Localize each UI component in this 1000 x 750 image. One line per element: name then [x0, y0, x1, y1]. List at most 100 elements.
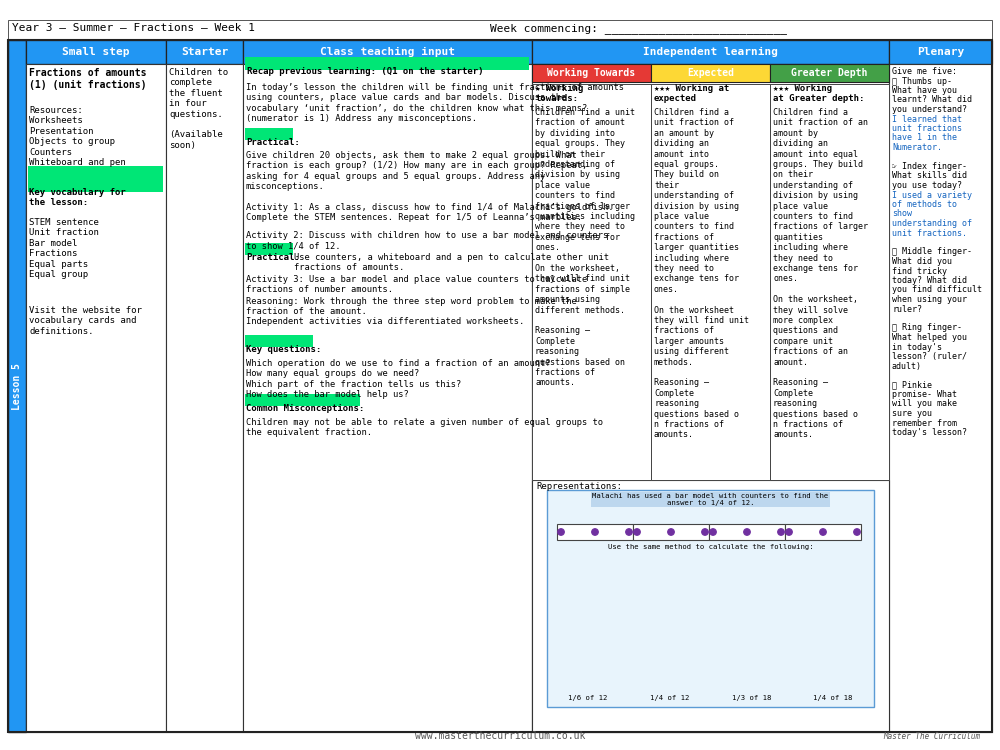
Text: What skills did: What skills did [892, 172, 967, 181]
Text: show: show [892, 209, 912, 218]
Text: 🖖 Middle finger-: 🖖 Middle finger- [892, 248, 972, 256]
Text: Practical:: Practical: [246, 138, 300, 147]
Bar [26, 64, 166, 732]
Text: Children to
complete
the fluent
in four
questions.

(Available
soon): Children to complete the fluent in four … [169, 68, 228, 150]
Text: Activity 1: As a class, discuss how to find 1/4 of Malachi’s goldfish.
Complete : Activity 1: As a class, discuss how to f… [246, 203, 614, 223]
Text: find tricky: find tricky [892, 266, 947, 275]
Bar [8, 40, 26, 732]
Text: Key vocabulary for
the lesson:: Key vocabulary for the lesson: [29, 188, 126, 208]
Bar [785, 524, 861, 540]
Text: Year 3 – Summer – Fractions – Week 1: Year 3 – Summer – Fractions – Week 1 [12, 23, 255, 33]
Text: 💍 Ring finger-: 💍 Ring finger- [892, 323, 962, 332]
Text: What did you: What did you [892, 257, 952, 266]
Bar [243, 40, 532, 64]
Bar [166, 64, 243, 732]
Bar [532, 64, 889, 732]
Text: you understand?: you understand? [892, 105, 967, 114]
Text: Week commencing: ___________________________: Week commencing: _______________________… [490, 23, 787, 34]
Bar [245, 128, 293, 140]
Text: Master The Curriculum: Master The Curriculum [883, 732, 980, 741]
Text: In today’s lesson the children will be finding unit fractions of amounts
using c: In today’s lesson the children will be f… [246, 83, 624, 123]
Text: Children find a
unit fraction of an
amount by
dividing an
amount into equal
grou: Children find a unit fraction of an amou… [773, 108, 868, 439]
Text: sure you: sure you [892, 409, 932, 418]
Circle shape [710, 529, 716, 536]
Text: you use today?: you use today? [892, 181, 962, 190]
Bar [547, 490, 874, 707]
Circle shape [592, 529, 598, 536]
Text: 1/6 of 12: 1/6 of 12 [568, 695, 608, 701]
Text: Give children 20 objects, ask them to make 2 equal groups. What
fraction is each: Give children 20 objects, ask them to ma… [246, 151, 587, 191]
Text: Independent learning: Independent learning [643, 47, 778, 57]
Bar [243, 64, 532, 732]
Text: Children find a unit
fraction of amount
by dividing into
equal groups. They
buil: Children find a unit fraction of amount … [535, 108, 635, 388]
Text: What have you: What have you [892, 86, 957, 95]
Circle shape [744, 529, 750, 536]
Text: Visit the website for
vocabulary cards and
definitions.: Visit the website for vocabulary cards a… [29, 306, 142, 336]
Text: Working Towards: Working Towards [547, 68, 636, 78]
Text: 1/3 of 18: 1/3 of 18 [732, 695, 771, 701]
Bar [532, 84, 651, 480]
Text: What helped you: What helped you [892, 333, 967, 342]
Text: lesson? (ruler/: lesson? (ruler/ [892, 352, 967, 361]
Bar [532, 64, 651, 82]
Text: Common Misconceptions:: Common Misconceptions: [246, 404, 364, 413]
Text: Activity 3: Use a bar model and place value counters to calculate
fractions of n: Activity 3: Use a bar model and place va… [246, 275, 587, 295]
Bar [770, 84, 889, 480]
Text: have 1 in the: have 1 in the [892, 134, 957, 142]
Bar [532, 40, 889, 64]
Text: Starter: Starter [181, 47, 228, 57]
Text: ★ Working
towards:: ★ Working towards: [535, 84, 583, 104]
Text: Children find a
unit fraction of
an amount by
dividing an
amount into
equal grou: Children find a unit fraction of an amou… [654, 108, 749, 439]
Circle shape [820, 529, 826, 536]
Text: 1/4 of 18: 1/4 of 18 [813, 695, 853, 701]
Text: Small step: Small step [62, 47, 130, 57]
Text: Use the same method to calculate the following:: Use the same method to calculate the fol… [608, 544, 813, 550]
Bar [633, 524, 709, 540]
Bar [26, 40, 166, 64]
Text: learnt? What did: learnt? What did [892, 95, 972, 104]
Text: Activity 2: Discuss with children how to use a bar model and counters
to show 1/: Activity 2: Discuss with children how to… [246, 231, 608, 251]
Text: Key questions:: Key questions: [246, 345, 321, 354]
Text: remember from: remember from [892, 419, 957, 428]
Bar [28, 166, 163, 192]
Text: Resources:
Worksheets
Presentation
Objects to group
Counters
Whiteboard and pen: Resources: Worksheets Presentation Objec… [29, 106, 126, 167]
Text: ruler?: ruler? [892, 304, 922, 313]
Text: unit fractions: unit fractions [892, 124, 962, 133]
Bar [245, 57, 529, 70]
Text: Children may not be able to relate a given number of equal groups to
the equival: Children may not be able to relate a giv… [246, 418, 603, 437]
Text: Malachi has used a bar model with counters to find the
answer to 1/4 of 12.: Malachi has used a bar model with counte… [592, 493, 829, 506]
Text: of methods to: of methods to [892, 200, 957, 209]
Circle shape [786, 529, 792, 536]
Text: STEM sentence
Unit fraction
Bar model
Fractions
Equal parts
Equal group: STEM sentence Unit fraction Bar model Fr… [29, 218, 99, 279]
Text: unit fractions.: unit fractions. [892, 229, 967, 238]
Text: 👍 Thumbs up-: 👍 Thumbs up- [892, 76, 952, 86]
Text: Which operation do we use to find a fraction of an amount?
How many equal groups: Which operation do we use to find a frac… [246, 359, 550, 399]
Text: Recap previous learning: (Q1 on the starter): Recap previous learning: (Q1 on the star… [247, 67, 484, 76]
Text: Reasoning: Work through the three step word problem to make the
fraction of the : Reasoning: Work through the three step w… [246, 297, 577, 316]
Bar [532, 480, 889, 732]
Text: Give me five:: Give me five: [892, 67, 957, 76]
Text: 🌺 Pinkie: 🌺 Pinkie [892, 380, 932, 389]
Bar [245, 394, 360, 406]
Text: Greater Depth: Greater Depth [791, 68, 868, 78]
Text: will you make: will you make [892, 400, 957, 409]
Text: Plenary: Plenary [917, 47, 964, 57]
Circle shape [558, 529, 564, 536]
Text: ★★★ Working
at Greater depth:: ★★★ Working at Greater depth: [773, 84, 864, 104]
Bar [8, 20, 992, 40]
Bar [770, 64, 889, 82]
Text: ★★★ Working at
expected: ★★★ Working at expected [654, 84, 729, 104]
Text: I used a variety: I used a variety [892, 190, 972, 200]
Circle shape [626, 529, 632, 536]
Text: promise- What: promise- What [892, 390, 957, 399]
Bar [557, 524, 633, 540]
Bar [245, 335, 313, 347]
Text: I learned that: I learned that [892, 115, 962, 124]
Circle shape [778, 529, 784, 536]
Text: in today's: in today's [892, 343, 942, 352]
Text: you find difficult: you find difficult [892, 286, 982, 295]
Bar [166, 40, 243, 64]
Text: Fractions of amounts
(1) (unit fractions): Fractions of amounts (1) (unit fractions… [29, 68, 146, 90]
Text: today? What did: today? What did [892, 276, 967, 285]
Text: Independent activities via differentiated worksheets.: Independent activities via differentiate… [246, 317, 524, 326]
